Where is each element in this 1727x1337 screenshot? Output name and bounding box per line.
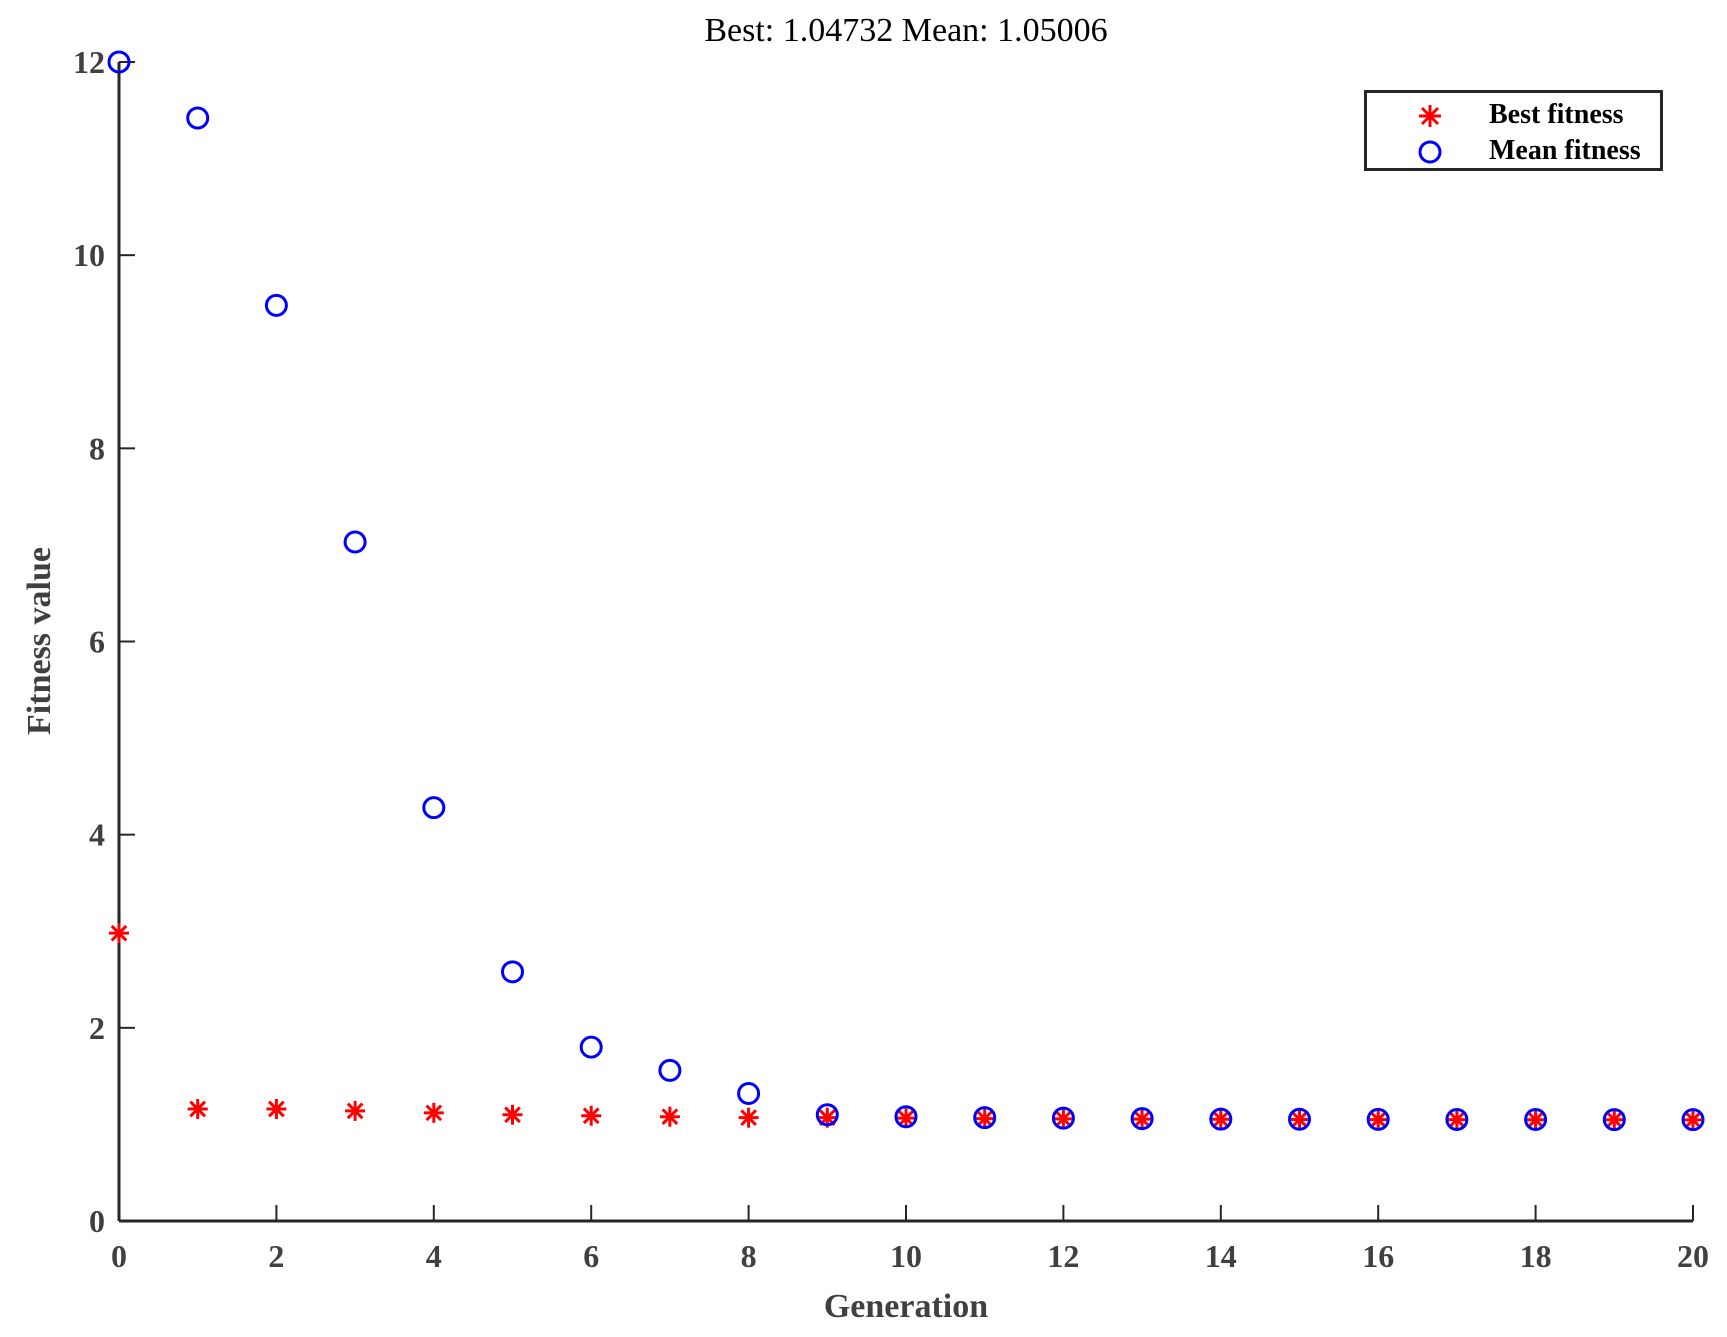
legend-item-best: Best fitness [1367,97,1660,133]
mean-fitness-series [107,50,1705,1132]
x-tick-label: 18 [1520,1238,1552,1274]
y-tick-label: 10 [73,237,105,273]
mean-fitness-point [579,1035,603,1059]
y-tick-label: 8 [89,430,105,466]
best-fitness-point [581,1105,602,1126]
best-fitness-point [1289,1109,1310,1130]
legend: Best fitness Mean fitness [1364,90,1663,171]
legend-label: Mean fitness [1489,135,1641,166]
best-fitness-point [1525,1109,1546,1130]
mean-fitness-point [1524,1107,1548,1131]
mean-fitness-point [343,530,367,554]
mean-fitness-point [737,1082,761,1106]
best-fitness-point [1446,1109,1467,1130]
x-tick-label: 2 [268,1238,284,1274]
x-tick-label: 0 [111,1238,127,1274]
axis-ticks: 0 2 4 6 8 10 12 14 16 18 20 0 2 4 6 8 10 12 [73,44,1709,1274]
circle-marker-icon [1418,140,1442,164]
x-tick-label: 16 [1362,1238,1394,1274]
mean-fitness-point [1051,1106,1075,1130]
best-fitness-point [1132,1109,1153,1130]
mean-fitness-point [264,293,288,317]
best-fitness-point [896,1108,916,1129]
best-fitness-point [1604,1109,1625,1130]
best-fitness-point [109,923,129,944]
y-tick-label: 2 [89,1010,105,1046]
best-fitness-point [502,1104,523,1125]
mean-fitness-point [186,106,210,130]
mean-fitness-point [1602,1108,1626,1132]
x-tick-label: 8 [741,1238,757,1274]
x-tick-label: 4 [426,1238,442,1274]
best-fitness-point [187,1098,208,1119]
legend-label: Best fitness [1489,99,1624,130]
x-tick-label: 6 [583,1238,599,1274]
y-tick-label: 0 [89,1203,105,1239]
best-fitness-point [659,1106,680,1127]
chart-title: Best: 1.04732 Mean: 1.05006 [704,12,1108,49]
best-fitness-point [1210,1109,1231,1130]
axes [117,62,1693,1223]
best-fitness-point [345,1100,366,1121]
mean-fitness-point [658,1058,682,1082]
mean-fitness-point [973,1106,997,1130]
best-fitness-series [109,923,1703,1130]
mean-fitness-point [1445,1107,1469,1131]
best-fitness-point [1368,1109,1389,1130]
mean-fitness-point [1681,1108,1705,1132]
x-tick-label: 14 [1205,1238,1237,1274]
x-tick-label: 12 [1047,1238,1079,1274]
mean-fitness-point [1366,1107,1390,1131]
mean-fitness-point [501,960,524,984]
mean-fitness-point [815,1103,839,1127]
y-axis-label: Fitness value [21,547,58,735]
mean-fitness-point [1209,1107,1233,1131]
best-fitness-point [1053,1108,1074,1129]
asterisk-marker-icon [1419,105,1441,127]
best-fitness-point [1683,1109,1703,1130]
legend-item-mean: Mean fitness [1367,133,1660,169]
x-tick-label: 20 [1677,1238,1709,1274]
y-tick-label: 6 [89,624,105,660]
mean-fitness-point [107,50,131,74]
mean-fitness-point [422,796,446,820]
best-fitness-point [974,1108,995,1129]
y-tick-label: 12 [73,44,105,80]
x-tick-label: 10 [890,1238,922,1274]
x-axis-label: Generation [824,1288,988,1325]
mean-fitness-point [1130,1107,1154,1131]
best-fitness-point [423,1102,444,1123]
best-fitness-point [738,1107,759,1128]
mean-fitness-point [894,1105,918,1129]
mean-fitness-point [1288,1107,1311,1131]
best-fitness-point [266,1098,287,1119]
y-tick-label: 4 [89,817,105,853]
